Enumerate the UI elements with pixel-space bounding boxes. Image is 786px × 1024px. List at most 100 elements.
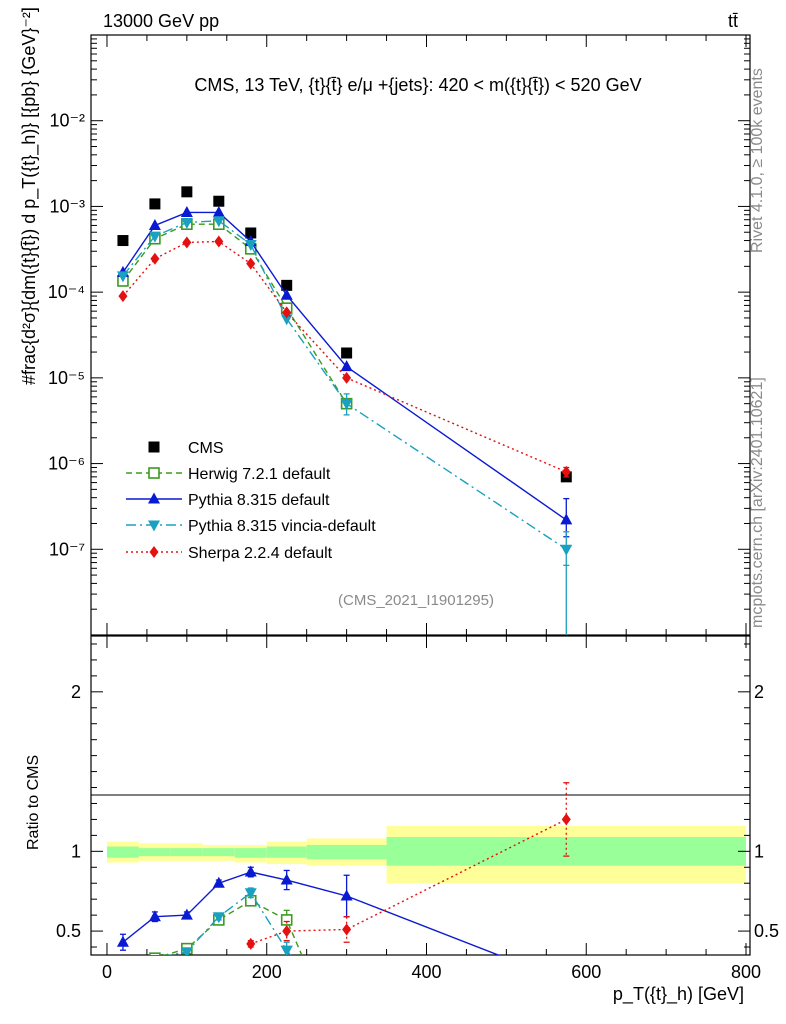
legend-label: Sherpa 2.2.4 default [188,545,333,562]
stat-uncertainty-band [202,848,235,857]
data-point [180,205,193,217]
data-point [245,227,257,239]
ratio-series-layer [116,782,571,981]
ratio-point [280,914,293,926]
ratio-series-line [250,818,567,945]
main-series-layer [116,186,573,635]
ratio-point [180,947,193,955]
stat-uncertainty-band [306,844,387,860]
analysis-label: (CMS_2021_I1901295) [338,592,494,609]
x-tick-label: 400 [411,962,441,982]
data-point [282,306,292,319]
data-point [149,198,161,210]
stat-uncertainty-band [386,836,747,866]
rivet-label: Rivet 4.1.0, ≥ 100k events [749,68,766,253]
data-point [281,279,293,291]
process-label: tt̄ [728,11,738,31]
ratio-point [306,971,316,981]
legend-label: CMS [188,440,224,457]
y-tick-label: 10⁻³ [49,196,85,216]
data-point [244,239,257,251]
x-tick-label: 200 [252,962,282,982]
ratio-y-tick-label: 1 [71,841,81,861]
legend-marker [148,492,160,504]
data-point [150,252,160,265]
ratio-y-tick-label-right: 1 [754,841,764,861]
series-line [122,223,348,405]
y-tick-label: 10⁻⁶ [48,454,85,474]
x-tick-label: 0 [102,962,112,982]
stat-uncertainty-band [106,846,139,858]
data-point [212,205,225,217]
ratio-point [342,923,352,936]
ratio-point [212,876,225,888]
x-tick-label: 800 [731,962,761,982]
data-point [280,288,293,300]
data-point [214,235,224,248]
main-plot-frame [90,34,751,636]
stat-uncertainty-band [138,848,171,857]
plot-title: CMS, 13 TeV, {t}{t̄} e/μ +{jets}: 420 < … [194,75,641,95]
series-line [122,211,567,521]
ratio-point [340,889,353,901]
energy-label: 13000 GeV pp [103,11,219,31]
ratio-point [244,865,257,877]
data-point [213,195,225,207]
data-point [180,217,193,229]
axis-ticks: 10⁻⁷ 10⁻⁶ 10⁻⁵ 10⁻⁴ 10⁻³ 10⁻² 0 200 400 600 800 0.5… [48,34,779,982]
legend-marker [149,546,159,558]
data-point [148,218,161,230]
stat-uncertainty-band [266,846,307,858]
ratio-point [280,873,293,885]
x-axis-title: p_T({t}_h) [GeV] [613,984,744,1005]
ratio-uncertainty-bands [106,825,747,884]
data-point [341,347,353,359]
series-line [122,220,567,550]
data-point [246,257,256,270]
y-tick-label: 10⁻⁴ [48,282,85,302]
y-tick-label: 10⁻⁵ [48,368,85,388]
ratio-y-axis-title: Ratio to CMS [25,755,42,850]
data-point [116,271,129,283]
data-point [342,371,352,384]
legend-label: Pythia 8.315 default [188,492,330,509]
ratio-point [244,888,257,900]
legend: CMS Herwig 7.2.1 default Pythia 8.315 defa… [126,440,376,562]
stat-uncertainty-band [170,848,203,857]
legend-marker [148,441,160,453]
y-tick-label: 10⁻⁷ [49,539,85,559]
mcplots-label: mcplots.cern.ch [arXiv:2401.10621] [749,377,766,628]
ratio-series-line [163,899,303,955]
data-point [182,236,192,249]
data-point [212,216,225,228]
ratio-y-tick-label: 0.5 [56,921,81,941]
series-line [122,240,567,473]
legend-label: Pythia 8.315 vincia-default [188,518,376,535]
data-point [118,290,128,303]
data-point [117,235,129,247]
data-point [280,314,293,326]
main-y-axis-title: #frac{d²σ}{dm({t}{t̄}) d p_T({t}_h)} [{p… [19,7,40,385]
y-tick-label: 10⁻² [49,111,85,131]
ratio-point [246,937,256,950]
data-point [181,186,193,198]
ratio-series-line [122,871,501,955]
ratio-point [148,910,161,922]
ratio-point [212,912,225,924]
ratio-point [116,935,129,947]
legend-label: Herwig 7.2.1 default [188,466,331,483]
legend-marker [148,467,160,479]
data-point [340,360,353,372]
ratio-point [282,925,292,938]
ratio-point [180,908,193,920]
ratio-series-line [167,891,292,955]
ratio-point [561,813,571,826]
ratio-point [118,956,128,966]
stat-uncertainty-band [234,848,267,858]
ratio-y-tick-label: 2 [71,682,81,702]
legend-marker [148,520,160,532]
x-tick-label: 600 [571,962,601,982]
ratio-point [280,945,293,955]
ratio-point [149,952,161,955]
